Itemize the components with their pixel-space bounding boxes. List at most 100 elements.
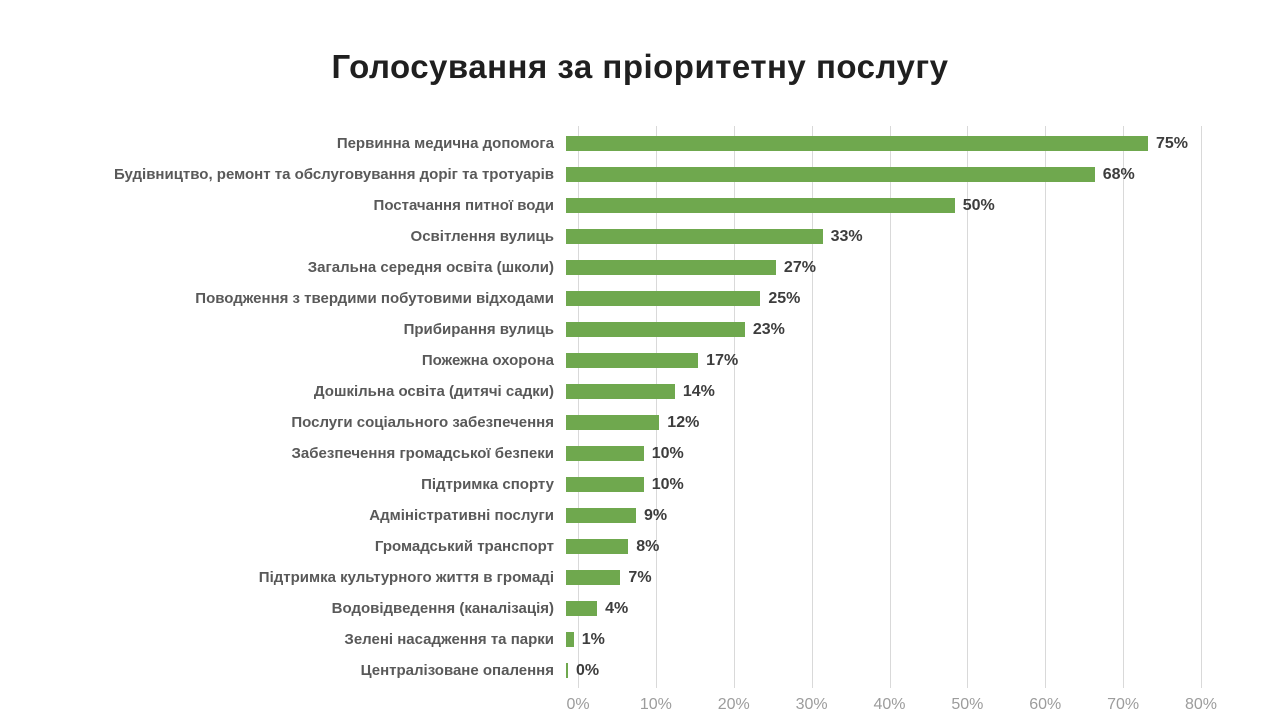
x-axis-tick-label: 50% xyxy=(951,696,984,713)
x-axis-tick-label: 60% xyxy=(1029,696,1062,713)
bar-track: 1% xyxy=(566,624,1188,655)
chart-row: Зелені насадження та парки 1% xyxy=(0,624,1280,655)
x-axis-tick-label: 70% xyxy=(1107,696,1140,713)
value-label: 10% xyxy=(651,444,684,462)
gridline xyxy=(1045,126,1047,688)
bar-chart: Первинна медична допомога 75% Будівництв… xyxy=(0,126,1280,713)
value-label: 50% xyxy=(962,196,995,214)
chart-row: Первинна медична допомога 75% xyxy=(0,128,1280,159)
category-label: Первинна медична допомога xyxy=(336,135,554,152)
value-label: 4% xyxy=(605,599,629,617)
category-label: Поводження з твердими побутовими відхода… xyxy=(195,290,554,307)
bar-track: 4% xyxy=(566,593,1188,624)
x-axis-tick-label: 80% xyxy=(1184,696,1218,713)
bar xyxy=(566,446,644,461)
chart-row: Послуги соціального забезпечення 12% xyxy=(0,407,1280,438)
bar xyxy=(566,136,1148,151)
x-axis-tick-label: 30% xyxy=(795,696,828,713)
value-label: 8% xyxy=(636,537,660,555)
value-label: 17% xyxy=(706,351,739,369)
bar xyxy=(566,601,598,616)
bar xyxy=(566,632,574,647)
chart-row: Загальна середня освіта (школи) 27% xyxy=(0,252,1280,283)
chart-row: Забезпечення громадської безпеки 10% xyxy=(0,438,1280,469)
bar-track: 25% xyxy=(566,283,1188,314)
value-label: 27% xyxy=(783,258,816,276)
category-label: Підтримка спорту xyxy=(421,476,554,493)
bar-track: 68% xyxy=(566,159,1188,190)
category-label: Будівництво, ремонт та обслуговування до… xyxy=(113,166,554,183)
category-label: Забезпечення громадської безпеки xyxy=(291,445,554,462)
chart-title: Голосування за пріоритетну послугу xyxy=(331,48,949,85)
bar-track: 0% xyxy=(566,655,1188,686)
gridline xyxy=(967,126,969,688)
bar-track: 17% xyxy=(566,345,1188,376)
bar xyxy=(566,663,568,678)
chart-row: Пожежна охорона 17% xyxy=(0,345,1280,376)
chart-row: Постачання питної води 50% xyxy=(0,190,1280,221)
chart-row: Дошкільна освіта (дитячі садки) 14% xyxy=(0,376,1280,407)
category-label: Підтримка культурного життя в громаді xyxy=(258,569,554,586)
bar xyxy=(566,198,955,213)
gridline xyxy=(655,126,657,688)
value-label: 25% xyxy=(768,289,801,307)
chart-row: Прибирання вулиць 23% xyxy=(0,314,1280,345)
category-label: Дошкільна освіта (дитячі садки) xyxy=(313,383,554,400)
value-label: 33% xyxy=(830,227,863,245)
category-label: Прибирання вулиць xyxy=(403,321,554,338)
gridline xyxy=(733,126,735,688)
bar-track: 50% xyxy=(566,190,1188,221)
value-label: 75% xyxy=(1155,134,1188,152)
gridline xyxy=(811,126,813,688)
category-label: Адміністративні послуги xyxy=(369,507,554,524)
value-label: 68% xyxy=(1102,165,1135,183)
category-label: Зелені насадження та парки xyxy=(344,631,554,648)
bar-track: 8% xyxy=(566,531,1188,562)
x-axis: 0% 10% 20% 30% 40% 50% 60% 70% 80% xyxy=(566,692,1217,718)
bar-track: 23% xyxy=(566,314,1188,345)
bar-track: 10% xyxy=(566,438,1188,469)
gridlines-layer xyxy=(578,126,1202,688)
gridline xyxy=(1201,126,1202,688)
x-axis-tick-label: 10% xyxy=(639,696,672,713)
bar-track: 27% xyxy=(566,252,1188,283)
bar xyxy=(566,229,823,244)
bar-track: 7% xyxy=(566,562,1188,593)
value-label: 10% xyxy=(651,475,684,493)
chart-row: Централізоване опалення 0% xyxy=(0,655,1280,686)
category-label: Громадський транспорт xyxy=(374,538,554,555)
x-axis-tick-label: 40% xyxy=(873,696,906,713)
bar xyxy=(566,477,644,492)
bar xyxy=(566,384,675,399)
bar-track: 14% xyxy=(566,376,1188,407)
bar-track: 75% xyxy=(566,128,1188,159)
bar xyxy=(566,260,776,275)
bar xyxy=(566,508,636,523)
bar-track: 10% xyxy=(566,469,1188,500)
bar xyxy=(566,570,621,585)
category-label: Водовідведення (каналізація) xyxy=(331,600,554,617)
value-label: 7% xyxy=(628,568,652,586)
value-label: 14% xyxy=(682,382,715,400)
chart-row: Підтримка культурного життя в громаді 7% xyxy=(0,562,1280,593)
bar-track: 9% xyxy=(566,500,1188,531)
x-axis-tick-label: 20% xyxy=(717,696,750,713)
x-axis-tick-label: 0% xyxy=(566,696,590,713)
bar xyxy=(566,415,660,430)
bar xyxy=(566,167,1095,182)
category-label: Освітлення вулиць xyxy=(410,228,554,245)
chart-row: Будівництво, ремонт та обслуговування до… xyxy=(0,159,1280,190)
chart-row: Водовідведення (каналізація) 4% xyxy=(0,593,1280,624)
bar xyxy=(566,322,745,337)
bar xyxy=(566,539,629,554)
chart-row: Підтримка спорту 10% xyxy=(0,469,1280,500)
bar-track: 12% xyxy=(566,407,1188,438)
value-label: 9% xyxy=(643,506,668,524)
value-label: 12% xyxy=(667,413,700,431)
category-label: Постачання питної води xyxy=(373,197,554,214)
value-label: 1% xyxy=(581,630,605,648)
category-label: Пожежна охорона xyxy=(421,352,554,369)
chart-row: Освітлення вулиць 33% xyxy=(0,221,1280,252)
bar xyxy=(566,353,699,368)
